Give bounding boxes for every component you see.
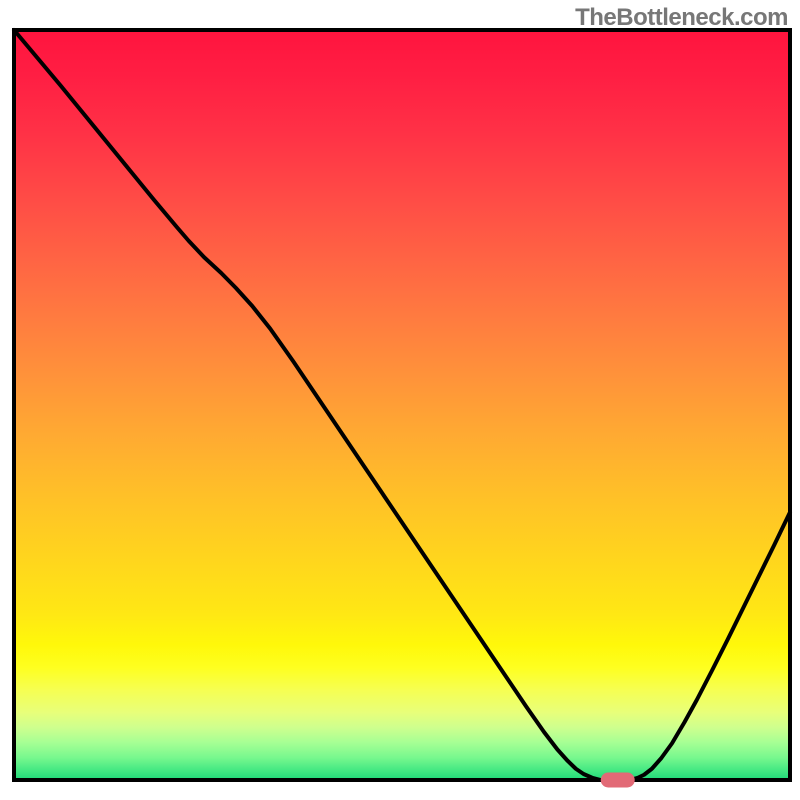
bottleneck-chart bbox=[0, 0, 800, 800]
plot-background bbox=[14, 30, 790, 780]
watermark-text: TheBottleneck.com bbox=[575, 4, 788, 32]
optimal-marker bbox=[601, 773, 635, 788]
chart-container: TheBottleneck.com bbox=[0, 0, 800, 800]
